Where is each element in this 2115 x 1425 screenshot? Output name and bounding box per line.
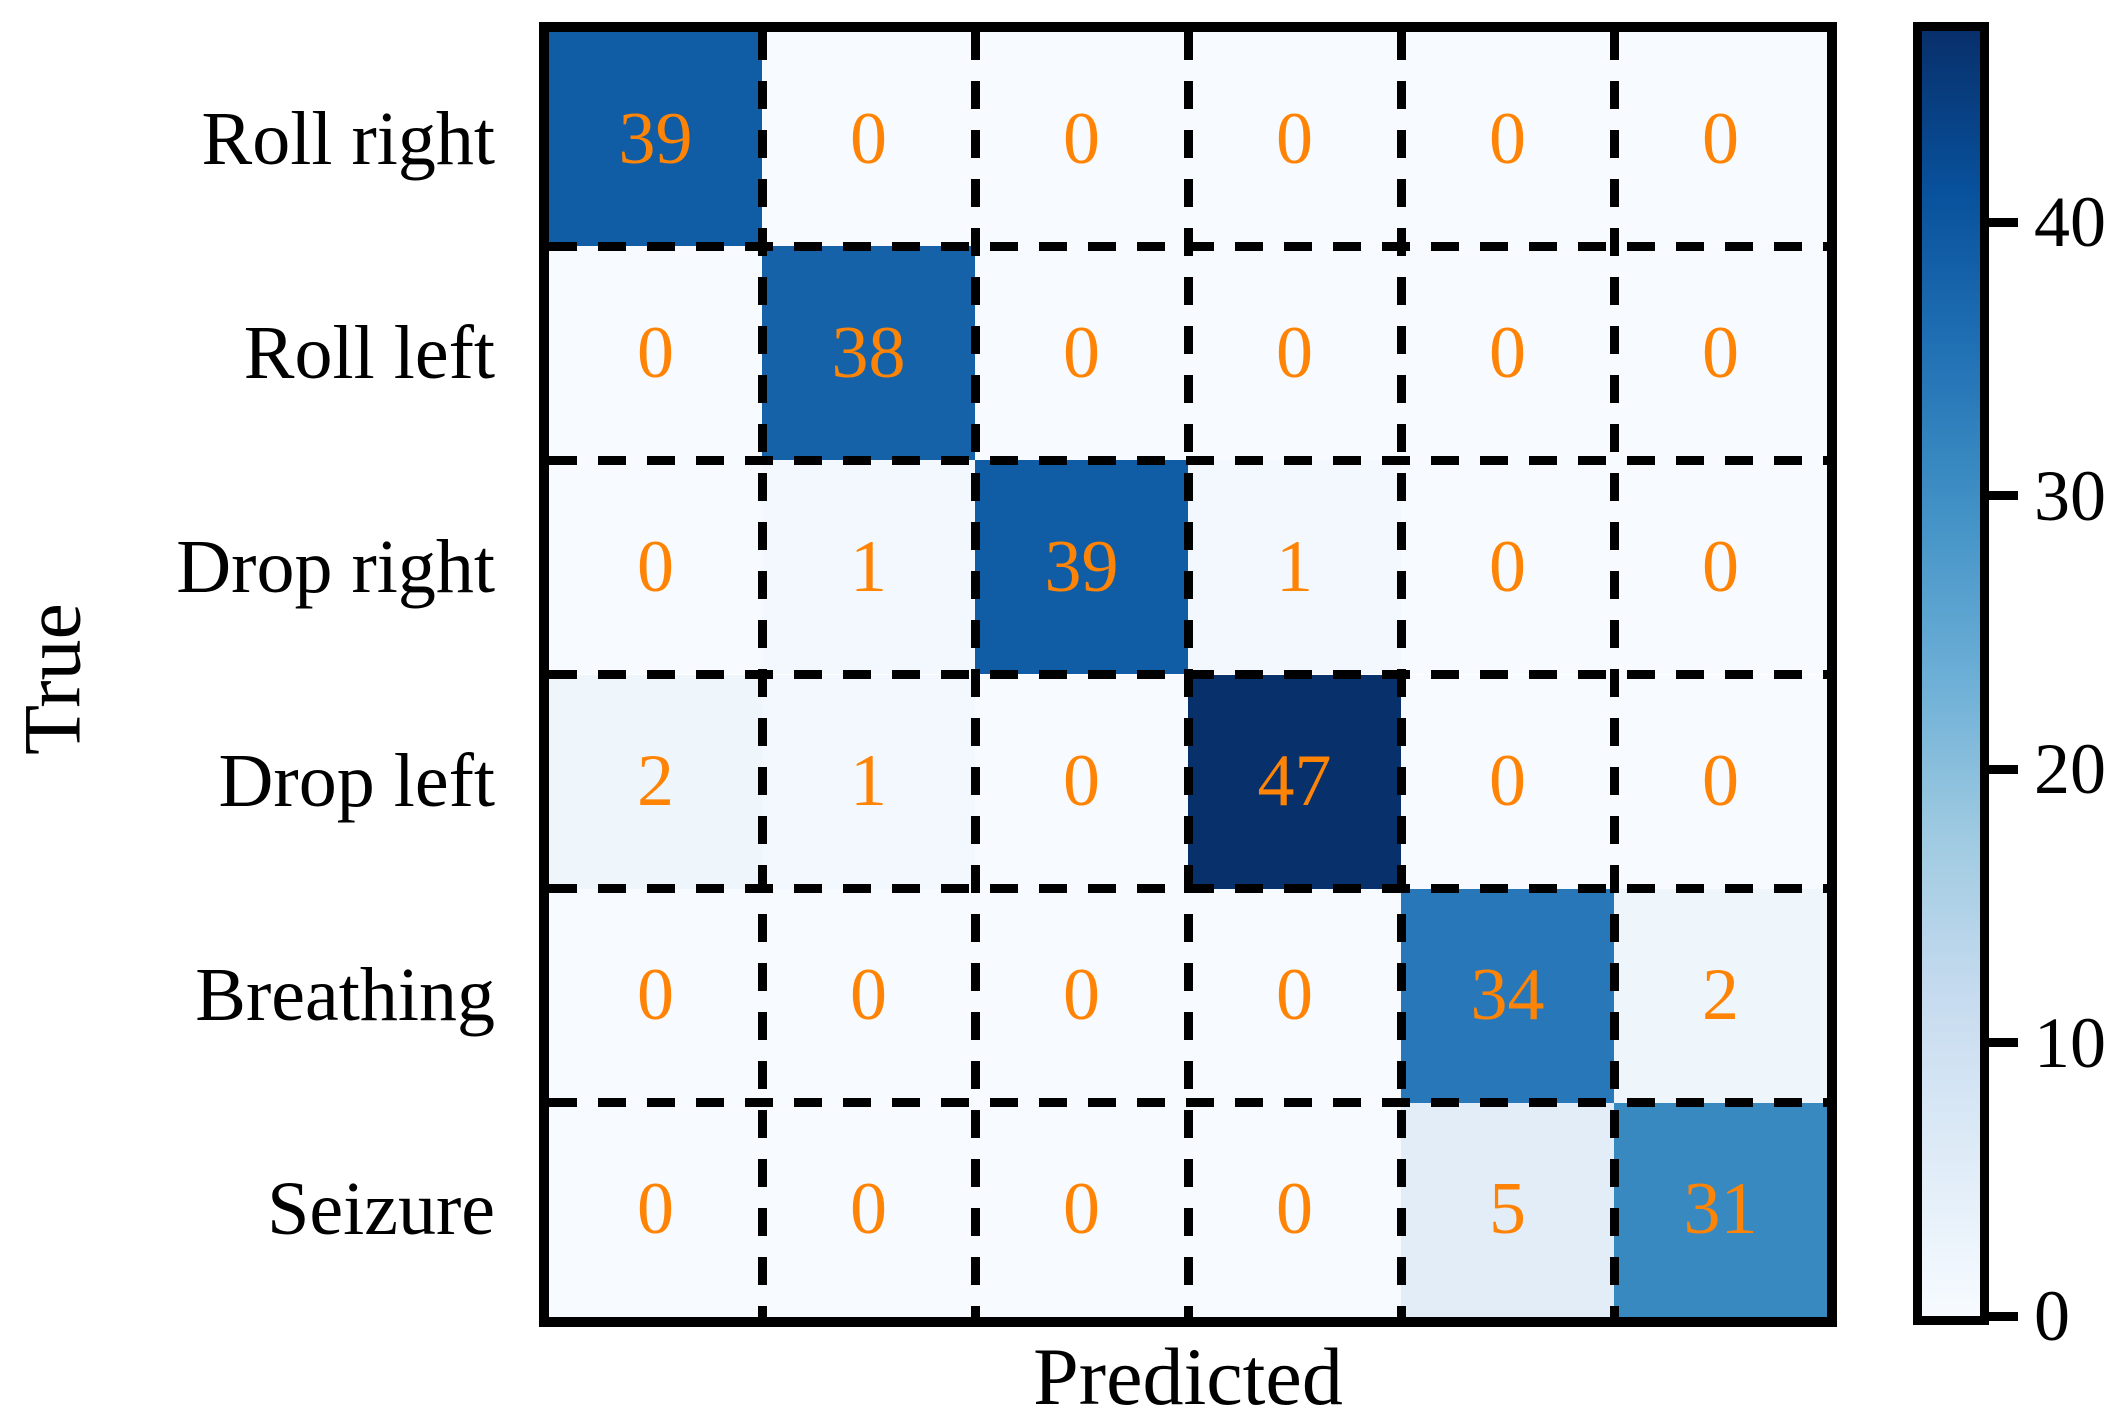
y-tick-label: Seizure [267, 1167, 495, 1252]
matrix-cell: 0 [1614, 460, 1827, 675]
gridline-horizontal [549, 241, 1827, 251]
matrix-cell: 0 [1188, 246, 1401, 461]
matrix-cell: 0 [762, 888, 975, 1103]
matrix-cell: 1 [1188, 460, 1401, 675]
matrix-cell: 0 [1188, 32, 1401, 247]
gridline-horizontal [549, 670, 1827, 679]
matrix-cell: 0 [549, 460, 762, 675]
colorbar-tick [1989, 217, 2018, 227]
matrix-cell: 0 [975, 1102, 1188, 1317]
matrix-cell: 0 [1614, 32, 1827, 247]
matrix-cell: 0 [549, 246, 762, 461]
colorbar-tick [1989, 1038, 2018, 1048]
matrix-cell: 0 [975, 32, 1188, 247]
colorbar-gradient [1922, 31, 1980, 1316]
colorbar-tick [1989, 1311, 2018, 1321]
y-tick-label: Roll left [243, 310, 495, 395]
gridline-horizontal [549, 1098, 1827, 1108]
matrix-cell: 0 [549, 1102, 762, 1317]
matrix-cell: 1 [762, 674, 975, 889]
matrix-cell: 39 [975, 460, 1188, 675]
matrix-cell: 0 [549, 888, 762, 1103]
x-axis-label: Predicted [1033, 1331, 1343, 1422]
matrix-cell: 0 [1401, 674, 1614, 889]
y-tick-labels: Roll right Roll left Drop right Drop left Br… [0, 32, 495, 1317]
colorbar: 0 10 20 30 40 [1913, 22, 2106, 1352]
matrix-cell: 0 [1188, 888, 1401, 1103]
matrix-cell: 0 [762, 32, 975, 247]
matrix-cell: 0 [1614, 246, 1827, 461]
matrix-cell: 0 [1401, 460, 1614, 675]
heatmap-matrix: 39 0 0 0 0 0 0 38 0 0 0 0 0 1 39 1 0 0 2 1 0 47 0 0 0 0 0 0 34 2 0 0 0 0 5… [539, 22, 1837, 1327]
matrix-cell: 0 [975, 246, 1188, 461]
y-tick-label: Drop left [218, 739, 495, 824]
matrix-cell: 31 [1614, 1102, 1827, 1317]
matrix-cell: 0 [762, 1102, 975, 1317]
colorbar-tick-label: 30 [2034, 455, 2106, 536]
matrix-cell: 34 [1401, 888, 1614, 1103]
matrix-cell: 0 [1188, 1102, 1401, 1317]
colorbar-tick-label: 0 [2034, 1276, 2070, 1356]
matrix-cell: 2 [1614, 888, 1827, 1103]
matrix-cell: 38 [762, 246, 975, 461]
matrix-cell: 1 [762, 460, 975, 675]
matrix-cell: 0 [1614, 674, 1827, 889]
matrix-cell: 47 [1188, 674, 1401, 889]
gridline-horizontal [549, 455, 1827, 465]
colorbar-tick-label: 20 [2034, 729, 2106, 810]
colorbar-tick-label: 10 [2034, 1002, 2106, 1083]
matrix-cell: 5 [1401, 1102, 1614, 1317]
matrix-cell: 0 [975, 674, 1188, 889]
gridline-horizontal [549, 884, 1827, 894]
matrix-cell: 0 [975, 888, 1188, 1103]
matrix-cell: 2 [549, 674, 762, 889]
colorbar-tick [1989, 764, 2018, 774]
y-tick-label: Breathing [195, 953, 495, 1038]
y-tick-label: Drop right [176, 524, 495, 609]
colorbar-tick-label: 40 [2034, 182, 2106, 263]
y-tick-label: Roll right [201, 96, 495, 181]
matrix-cell: 39 [549, 32, 762, 247]
matrix-cell: 0 [1401, 32, 1614, 247]
matrix-cell: 0 [1401, 246, 1614, 461]
colorbar-tick [1989, 491, 2018, 501]
